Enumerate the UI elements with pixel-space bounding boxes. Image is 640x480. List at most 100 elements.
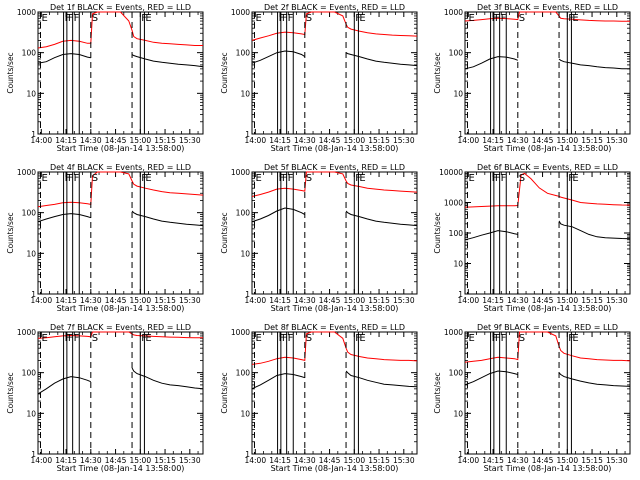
x-tick-label: 15:30 (393, 296, 415, 305)
x-tick-label: 15:00 (129, 136, 151, 145)
time-marker-label: S (519, 333, 525, 344)
time-marker-label: S (519, 173, 525, 184)
y-tick-label: 1 (458, 130, 463, 139)
time-marker-label: S (92, 173, 98, 184)
time-marker-label: E (41, 333, 47, 344)
x-tick-label: 15:15 (154, 136, 176, 145)
panel-title: Det 8f BLACK = Events, RED = LLD (264, 323, 405, 332)
time-marker-label: E (359, 13, 365, 24)
x-tick-label: 14:00 (457, 296, 479, 305)
x-tick-label: 14:00 (457, 456, 479, 465)
x-axis-label: Start Time (08-Jan-14 13:58:00) (484, 464, 612, 473)
lld-series-line (464, 172, 631, 208)
x-tick-label: 14:15 (482, 296, 504, 305)
time-marker-label: F (492, 173, 498, 184)
y-tick-label: 10 (26, 249, 36, 258)
time-marker-label: F (65, 173, 71, 184)
time-marker-label: F (492, 13, 498, 24)
y-axis-label: Counts/sec (433, 212, 442, 253)
time-marker-label: E (468, 173, 474, 184)
x-axis-label: Start Time (08-Jan-14 13:58:00) (271, 304, 399, 313)
detector-panel: Det 4f BLACK = Events, RED = LLD 1 10 100 10… (6, 163, 204, 313)
x-tick-label: 14:15 (55, 136, 77, 145)
x-tick-label: 15:15 (581, 456, 603, 465)
time-marker-label: F (282, 173, 288, 184)
y-axis-label: Counts/sec (220, 52, 229, 93)
x-tick-label: 14:15 (55, 296, 77, 305)
time-marker-label: F (65, 13, 71, 24)
time-marker-label: F (495, 13, 501, 24)
time-marker-label: E (359, 333, 365, 344)
y-tick-label: 1 (458, 290, 463, 299)
x-tick-label: 15:30 (393, 456, 415, 465)
y-tick-label: 100 (236, 49, 251, 58)
time-marker-label: E (145, 13, 151, 24)
time-marker-label: E (359, 173, 365, 184)
x-axis-label: Start Time (08-Jan-14 13:58:00) (57, 144, 185, 153)
x-tick-label: 14:00 (457, 136, 479, 145)
x-tick-label: 14:45 (532, 456, 554, 465)
x-tick-label: 14:30 (294, 136, 316, 145)
y-tick-label: 100 (236, 369, 251, 378)
y-tick-label: 1 (245, 450, 250, 459)
time-marker-label: S (306, 333, 312, 344)
lld-series-line (464, 11, 630, 22)
y-tick-label: 10 (240, 409, 250, 418)
y-axis-label: Counts/sec (6, 212, 15, 253)
x-tick-label: 15:15 (154, 296, 176, 305)
time-marker-label: F (288, 173, 294, 184)
time-marker-label: S (306, 13, 312, 24)
x-axis-label: Start Time (08-Jan-14 13:58:00) (484, 144, 612, 153)
x-tick-label: 14:00 (30, 296, 52, 305)
x-tick-label: 15:00 (129, 296, 151, 305)
y-tick-label: 100 (449, 229, 464, 238)
time-marker-label: F (68, 333, 74, 344)
time-marker-label: F (74, 333, 80, 344)
y-tick-label: 1000 (444, 199, 463, 208)
x-tick-label: 15:15 (581, 296, 603, 305)
time-marker-label: F (279, 173, 285, 184)
time-marker-label: F (501, 333, 507, 344)
time-marker-label: E (41, 13, 47, 24)
x-tick-label: 14:30 (80, 136, 102, 145)
detector-panel: Det 2f BLACK = Events, RED = LLD 1 10 100 10… (220, 3, 418, 153)
x-tick-label: 15:00 (343, 296, 365, 305)
y-tick-label: 1000 (17, 8, 36, 17)
y-axis-label: Counts/sec (6, 52, 15, 93)
y-tick-label: 10000 (439, 168, 463, 177)
y-tick-label: 1 (31, 290, 36, 299)
x-axis-label: Start Time (08-Jan-14 13:58:00) (271, 464, 399, 473)
x-axis-label: Start Time (08-Jan-14 13:58:00) (271, 144, 399, 153)
time-marker-label: F (74, 173, 80, 184)
x-tick-label: 14:00 (30, 136, 52, 145)
time-marker-label: E (255, 13, 261, 24)
y-axis-label: Counts/sec (6, 372, 15, 413)
x-tick-label: 15:15 (581, 136, 603, 145)
x-tick-label: 15:30 (606, 136, 628, 145)
x-tick-label: 15:00 (556, 296, 578, 305)
x-tick-label: 14:15 (269, 136, 291, 145)
time-marker-label: S (92, 333, 98, 344)
y-axis-label: Counts/sec (220, 372, 229, 413)
time-marker-label: F (501, 13, 507, 24)
x-tick-label: 14:30 (507, 456, 529, 465)
panel-title: Det 7f BLACK = Events, RED = LLD (50, 323, 191, 332)
x-tick-label: 15:30 (179, 296, 201, 305)
y-tick-label: 10 (26, 89, 36, 98)
time-marker-label: F (65, 333, 71, 344)
panel-title: Det 2f BLACK = Events, RED = LLD (264, 3, 405, 12)
x-tick-label: 14:15 (55, 456, 77, 465)
lld-series-line (37, 171, 204, 208)
detector-panel: Det 6f BLACK = Events, RED = LLD 1 10 100 10… (433, 163, 631, 313)
time-marker-label: S (519, 13, 525, 24)
x-tick-label: 14:45 (319, 296, 341, 305)
x-tick-label: 14:30 (294, 456, 316, 465)
lld-series-line (251, 11, 418, 41)
x-tick-label: 14:15 (269, 296, 291, 305)
x-tick-label: 15:15 (154, 456, 176, 465)
time-marker-label: F (282, 13, 288, 24)
lld-series-line (37, 11, 203, 49)
time-marker-label: F (495, 173, 501, 184)
x-tick-label: 14:45 (105, 296, 127, 305)
time-marker-label: F (68, 173, 74, 184)
